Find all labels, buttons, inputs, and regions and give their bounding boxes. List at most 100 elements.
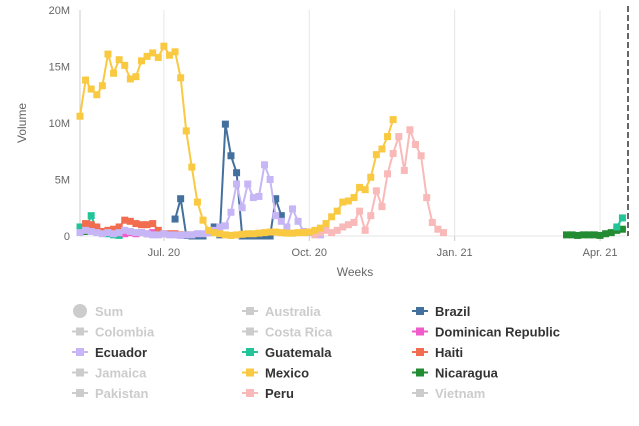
data-point[interactable]: [132, 229, 140, 237]
legend-label[interactable]: Ecuador: [95, 345, 147, 360]
data-point[interactable]: [384, 133, 392, 141]
data-point[interactable]: [272, 228, 280, 236]
data-point[interactable]: [579, 231, 587, 239]
data-point[interactable]: [126, 75, 134, 83]
legend-label[interactable]: Guatemala: [265, 345, 332, 360]
data-point[interactable]: [143, 52, 151, 60]
data-point[interactable]: [439, 229, 447, 237]
legend-label[interactable]: Costa Rica: [265, 325, 333, 340]
data-point[interactable]: [138, 229, 146, 237]
data-point[interactable]: [238, 204, 246, 212]
legend-item-jamaica[interactable]: Jamaica: [72, 366, 147, 381]
data-point[interactable]: [110, 225, 118, 233]
legend-item-australia[interactable]: Australia: [242, 304, 321, 319]
data-point[interactable]: [132, 220, 140, 228]
data-point[interactable]: [87, 227, 95, 235]
data-point[interactable]: [82, 220, 90, 228]
data-point[interactable]: [277, 229, 285, 237]
data-point[interactable]: [227, 152, 235, 160]
data-point[interactable]: [121, 61, 129, 69]
legend-label[interactable]: Vietnam: [435, 386, 485, 401]
data-point[interactable]: [149, 220, 157, 228]
data-point[interactable]: [361, 226, 369, 234]
data-point[interactable]: [227, 208, 235, 216]
data-point[interactable]: [277, 212, 285, 220]
data-point[interactable]: [389, 150, 397, 158]
data-point[interactable]: [126, 227, 134, 235]
data-point[interactable]: [277, 217, 285, 225]
data-point[interactable]: [378, 145, 386, 153]
data-point[interactable]: [216, 223, 224, 231]
legend-label[interactable]: Nicaragua: [435, 366, 499, 381]
data-point[interactable]: [199, 216, 207, 224]
legend-item-ecuador[interactable]: Ecuador: [72, 345, 147, 360]
data-point[interactable]: [249, 230, 257, 238]
legend-item-costa-rica[interactable]: Costa Rica: [242, 325, 333, 340]
data-point[interactable]: [233, 180, 241, 188]
data-point[interactable]: [177, 74, 185, 82]
data-point[interactable]: [93, 91, 101, 99]
data-point[interactable]: [305, 228, 313, 236]
data-point[interactable]: [423, 194, 431, 202]
data-point[interactable]: [154, 231, 162, 239]
data-point[interactable]: [367, 212, 375, 220]
data-point[interactable]: [98, 82, 106, 90]
data-point[interactable]: [115, 223, 123, 231]
data-point[interactable]: [143, 221, 151, 229]
data-point[interactable]: [322, 226, 330, 234]
data-point[interactable]: [607, 229, 615, 237]
data-point[interactable]: [149, 231, 157, 239]
data-point[interactable]: [266, 176, 274, 183]
data-point[interactable]: [618, 214, 626, 222]
data-point[interactable]: [82, 226, 90, 234]
data-point[interactable]: [333, 226, 341, 234]
data-point[interactable]: [367, 173, 375, 181]
legend-label[interactable]: Haiti: [435, 345, 463, 360]
data-point[interactable]: [618, 225, 626, 233]
legend-item-guatemala[interactable]: Guatemala: [242, 345, 332, 360]
data-point[interactable]: [249, 194, 257, 202]
data-point[interactable]: [255, 192, 263, 200]
series-mexico[interactable]: [76, 42, 397, 239]
data-point[interactable]: [272, 212, 280, 220]
legend-label[interactable]: Sum: [95, 304, 123, 319]
data-point[interactable]: [288, 229, 296, 237]
data-point[interactable]: [160, 42, 168, 50]
data-point[interactable]: [395, 133, 403, 141]
data-point[interactable]: [350, 194, 358, 202]
data-point[interactable]: [143, 230, 151, 238]
legend-label[interactable]: Jamaica: [95, 366, 147, 381]
legend-item-dominican-republic[interactable]: Dominican Republic: [412, 325, 560, 340]
legend-item-peru[interactable]: Peru: [242, 386, 294, 401]
legend-label[interactable]: Dominican Republic: [435, 325, 560, 340]
legend-label[interactable]: Mexico: [265, 366, 309, 381]
data-point[interactable]: [76, 112, 84, 120]
data-point[interactable]: [221, 222, 229, 230]
data-point[interactable]: [188, 231, 196, 239]
data-point[interactable]: [417, 152, 425, 160]
data-point[interactable]: [233, 231, 241, 239]
data-point[interactable]: [596, 231, 604, 239]
data-point[interactable]: [188, 163, 196, 171]
data-point[interactable]: [356, 183, 364, 191]
data-point[interactable]: [227, 231, 235, 239]
data-point[interactable]: [272, 195, 280, 203]
data-point[interactable]: [104, 50, 112, 58]
data-point[interactable]: [316, 224, 324, 232]
data-point[interactable]: [98, 230, 106, 238]
data-point[interactable]: [378, 203, 386, 211]
data-point[interactable]: [160, 230, 168, 238]
data-point[interactable]: [568, 231, 576, 239]
legend-item-pakistan[interactable]: Pakistan: [72, 386, 149, 401]
legend-item-sum[interactable]: Sum: [73, 304, 123, 319]
legend-label[interactable]: Brazil: [435, 304, 470, 319]
data-point[interactable]: [266, 232, 274, 240]
data-point[interactable]: [165, 231, 173, 239]
legend-item-nicaragua[interactable]: Nicaragua: [412, 366, 499, 381]
data-point[interactable]: [261, 161, 269, 169]
legend-item-brazil[interactable]: Brazil: [412, 304, 470, 319]
data-point[interactable]: [322, 220, 330, 228]
data-point[interactable]: [294, 229, 302, 237]
data-point[interactable]: [182, 231, 190, 239]
data-point[interactable]: [244, 180, 252, 188]
